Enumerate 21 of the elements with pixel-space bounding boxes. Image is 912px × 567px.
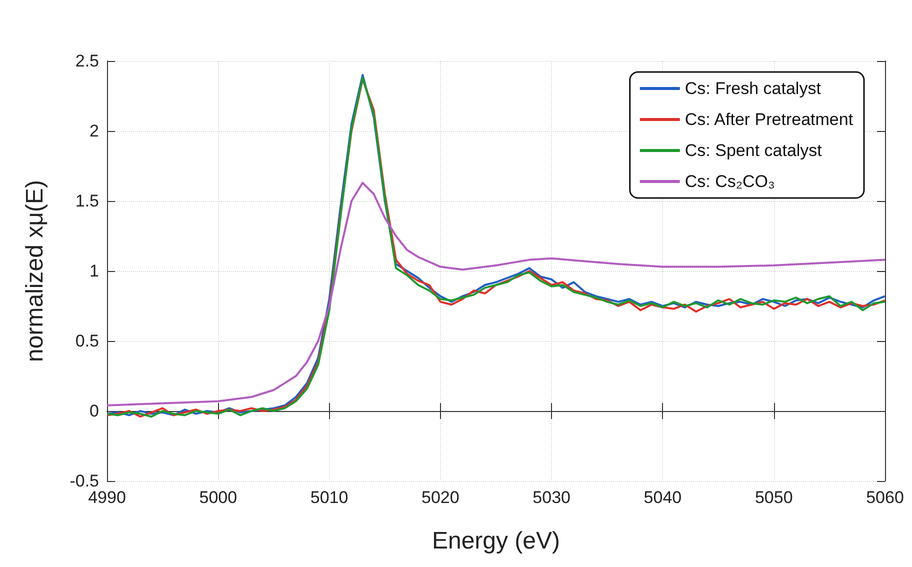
legend-label: Cs: Cs₂CO₃ xyxy=(684,172,775,191)
y-tick-label: 1.5 xyxy=(75,192,99,210)
y-tick-label: 1 xyxy=(90,262,99,280)
y-tick-label: 2.5 xyxy=(75,52,99,70)
y-tick-label: -0.5 xyxy=(70,472,99,490)
y-tick-label: 0.5 xyxy=(75,332,99,350)
x-tick-label: 4990 xyxy=(88,488,126,507)
legend-label: Cs: Fresh catalyst xyxy=(684,79,822,98)
x-tick-label: 5050 xyxy=(754,488,793,507)
legend-label: Cs: After Pretreatment xyxy=(684,110,854,129)
x-tick-label: 5060 xyxy=(866,488,904,507)
y-tick-label: 2 xyxy=(90,122,99,140)
y-tick-label: 0 xyxy=(90,402,99,420)
x-axis-title: Energy (eV) xyxy=(432,528,560,554)
legend-label: Cs: Spent catalyst xyxy=(684,141,822,160)
y-axis-title: normalized xμ(E) xyxy=(22,180,48,362)
x-tick-label: 5020 xyxy=(422,488,460,507)
x-tick-label: 5030 xyxy=(532,488,570,507)
x-tick-label: 5040 xyxy=(644,488,682,507)
x-tick-label: 5000 xyxy=(199,488,238,507)
x-tick-label: 5010 xyxy=(310,488,348,507)
